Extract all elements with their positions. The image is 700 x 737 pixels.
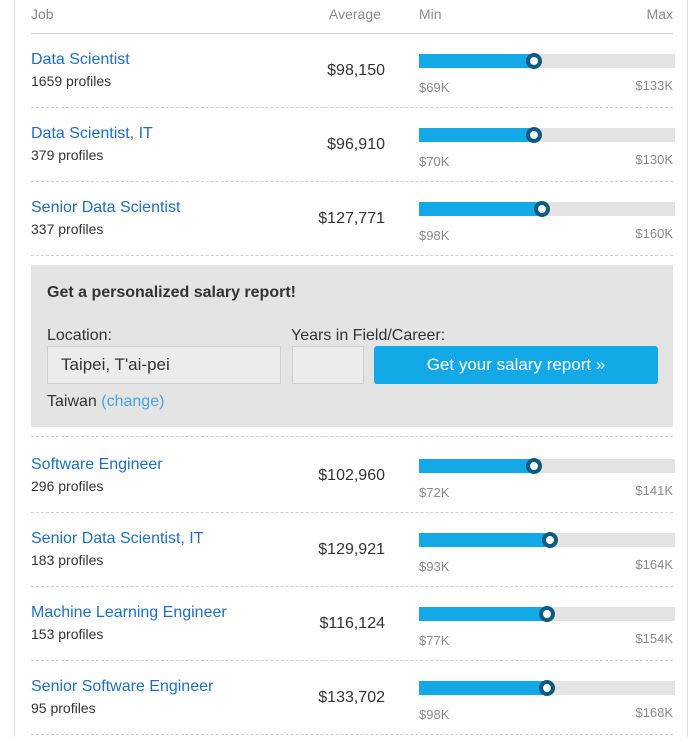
profile-count: 296 profiles — [31, 478, 104, 494]
min-salary: $70K — [419, 154, 450, 169]
salary-range-fill — [419, 533, 550, 547]
report-panel-title: Get a personalized salary report! — [47, 284, 296, 301]
job-title-link[interactable]: Data Scientist — [31, 51, 130, 68]
job-title-link[interactable]: Senior Data Scientist, IT — [31, 530, 204, 547]
max-salary: $130K — [635, 152, 673, 167]
salary-range-bar — [419, 606, 675, 622]
header-average: Average — [329, 6, 381, 22]
salary-range-bar — [419, 532, 675, 548]
min-salary: $72K — [419, 485, 450, 500]
salary-range-fill — [419, 459, 535, 473]
salary-report-panel: Get a personalized salary report! Locati… — [31, 265, 673, 427]
table-row: Machine Learning Engineer 153 profiles $… — [31, 587, 675, 661]
average-marker — [541, 532, 558, 548]
average-salary: $133,702 — [318, 689, 385, 706]
average-salary: $102,960 — [318, 467, 385, 484]
average-salary: $116,124 — [319, 615, 385, 632]
min-salary: $77K — [419, 633, 450, 648]
salary-range-fill — [419, 128, 535, 142]
header-min: Min — [419, 6, 442, 22]
salary-range-bar — [419, 201, 675, 217]
get-salary-report-button[interactable]: Get your salary report » — [374, 346, 658, 384]
average-marker — [539, 606, 555, 622]
max-salary: $141K — [635, 483, 673, 498]
location-label: Location: — [47, 327, 112, 344]
job-title-link[interactable]: Machine Learning Engineer — [31, 604, 227, 621]
profile-count: 1659 profiles — [31, 73, 112, 89]
years-label: Years in Field/Career: — [291, 327, 446, 344]
max-salary: $154K — [635, 631, 673, 646]
salary-range-bar — [419, 53, 675, 69]
average-salary: $129,921 — [318, 541, 385, 558]
table-row: Senior Data Scientist 337 profiles $127,… — [31, 182, 675, 256]
salary-range-bar — [419, 680, 675, 696]
min-salary: $98K — [419, 228, 450, 243]
profile-count: 337 profiles — [31, 221, 104, 237]
max-salary: $168K — [635, 705, 673, 720]
profile-count: 153 profiles — [31, 626, 104, 642]
country-line: Taiwan (change) — [47, 393, 164, 411]
table-row: Data Scientist, IT 379 profiles $96,910 … — [31, 108, 675, 182]
profile-count: 379 profiles — [31, 147, 104, 163]
table-row: Software Engineer 296 profiles $102,960 … — [31, 439, 675, 513]
salary-range-bar — [419, 458, 675, 474]
job-title-link[interactable]: Senior Software Engineer — [31, 678, 214, 695]
header-max: Max — [646, 6, 673, 22]
average-salary: $127,771 — [318, 210, 385, 227]
table-header: Job Average Min Max — [31, 0, 673, 34]
divider — [31, 436, 673, 437]
profile-count: 183 profiles — [31, 552, 104, 568]
max-salary: $164K — [635, 557, 673, 572]
salary-range-fill — [419, 202, 542, 216]
max-salary: $160K — [635, 226, 673, 241]
header-job: Job — [31, 6, 54, 22]
average-marker — [533, 201, 550, 217]
salary-range-fill — [419, 607, 547, 621]
job-title-link[interactable]: Software Engineer — [31, 456, 163, 473]
min-salary: $93K — [419, 559, 450, 574]
min-salary: $98K — [419, 707, 450, 722]
average-marker — [526, 127, 543, 143]
average-salary: $98,150 — [327, 62, 385, 79]
average-marker — [526, 53, 543, 69]
location-input[interactable] — [47, 346, 281, 384]
years-input[interactable] — [292, 346, 364, 384]
job-title-link[interactable]: Senior Data Scientist — [31, 199, 181, 216]
change-location-link[interactable]: (change) — [101, 393, 165, 410]
max-salary: $133K — [635, 78, 673, 93]
salary-range-bar — [419, 127, 675, 143]
salary-range-fill — [419, 54, 535, 68]
min-salary: $69K — [419, 80, 450, 95]
country-name: Taiwan — [47, 393, 97, 410]
average-marker — [526, 458, 543, 474]
table-row: Senior Software Engineer 95 profiles $13… — [31, 661, 675, 735]
average-marker — [539, 680, 555, 696]
salary-range-fill — [419, 681, 547, 695]
table-row: Senior Data Scientist, IT 183 profiles $… — [31, 513, 675, 587]
job-title-link[interactable]: Data Scientist, IT — [31, 125, 153, 142]
salary-table-panel: Job Average Min Max Data Scientist 1659 … — [14, 0, 688, 737]
table-row: Data Scientist 1659 profiles $98,150 $69… — [31, 34, 675, 108]
profile-count: 95 profiles — [31, 700, 96, 716]
average-salary: $96,910 — [327, 136, 385, 153]
